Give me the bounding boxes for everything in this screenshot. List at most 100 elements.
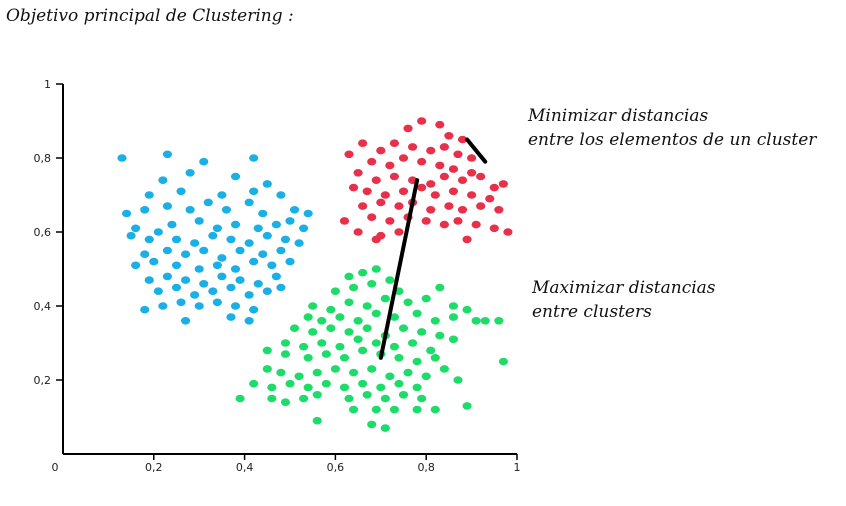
blue-cluster-point <box>212 298 222 307</box>
green-cluster-point <box>389 313 400 321</box>
red-cluster-point <box>353 169 363 177</box>
blue-cluster-point <box>303 209 313 218</box>
blue-cluster-point <box>199 280 209 288</box>
blue-cluster-point <box>230 172 241 181</box>
blue-cluster-point <box>221 206 232 214</box>
blue-cluster-point <box>235 246 245 255</box>
blue-cluster-point <box>140 305 150 314</box>
green-cluster-point <box>348 405 359 414</box>
blue-cluster-point <box>226 283 236 292</box>
blue-cluster-point <box>212 261 222 270</box>
blue-cluster-point <box>258 250 268 258</box>
red-cluster-point <box>344 150 354 159</box>
red-cluster-point <box>444 202 454 210</box>
green-cluster-point <box>362 324 372 333</box>
y-tick-label: 0,4 <box>34 300 52 313</box>
red-cluster-point <box>385 217 395 225</box>
minimize-annotation: Minimizar distancias entre los elementos… <box>528 104 816 152</box>
red-cluster-point <box>430 191 440 199</box>
green-cluster-point <box>367 365 377 373</box>
green-cluster-point <box>380 294 390 303</box>
green-cluster-point <box>435 283 445 292</box>
blue-cluster-point <box>131 224 141 233</box>
green-cluster-point <box>448 335 459 344</box>
green-cluster-point <box>344 394 354 403</box>
red-cluster-point <box>453 217 463 225</box>
red-cluster-point <box>467 169 477 177</box>
green-cluster-point <box>362 391 372 399</box>
red-cluster-point <box>389 139 400 147</box>
green-cluster-point <box>389 342 400 351</box>
red-cluster-point <box>467 154 477 162</box>
green-cluster-point <box>453 376 463 384</box>
red-cluster-point <box>457 135 468 144</box>
blue-cluster-point <box>185 206 195 214</box>
red-cluster-point <box>385 161 395 170</box>
green-cluster-point <box>407 339 418 347</box>
blue-cluster-point <box>244 198 254 207</box>
green-cluster-point <box>462 402 472 410</box>
blue-cluster-point <box>199 246 209 255</box>
red-cluster-point <box>462 235 472 244</box>
red-cluster-point <box>371 235 381 244</box>
x-tick-label: 0,4 <box>236 461 254 474</box>
red-cluster-point <box>453 150 463 159</box>
red-cluster-point <box>367 213 377 221</box>
green-cluster-point <box>380 424 390 432</box>
green-cluster-point <box>421 372 431 381</box>
blue-cluster-point <box>262 287 272 296</box>
green-cluster-point <box>371 265 381 273</box>
x-tick-label: 0 <box>52 461 59 474</box>
blue-cluster-point <box>144 235 154 244</box>
x-tick-label: 1 <box>514 461 521 474</box>
green-cluster-point <box>448 313 459 321</box>
green-cluster-point <box>403 298 413 307</box>
blue-cluster-point <box>144 191 154 199</box>
green-cluster-point <box>439 365 449 373</box>
green-cluster-point <box>412 383 422 392</box>
green-cluster-point <box>308 302 318 310</box>
red-cluster-point <box>380 191 390 199</box>
green-cluster-point <box>335 342 345 351</box>
green-cluster-point <box>412 357 422 366</box>
green-cluster-point <box>344 298 354 307</box>
blue-cluster-point <box>162 202 173 210</box>
green-cluster-point <box>367 280 377 288</box>
red-cluster-point <box>471 220 481 229</box>
minimize-line-2: entre los elementos de un cluster <box>528 130 817 150</box>
green-cluster-point <box>376 383 386 392</box>
blue-cluster-point <box>158 176 168 184</box>
green-cluster-point <box>303 313 313 321</box>
green-cluster-point <box>421 294 431 303</box>
blue-cluster-point <box>217 254 227 262</box>
blue-cluster-point <box>121 209 132 218</box>
green-cluster-point <box>426 346 436 355</box>
green-cluster-point <box>362 302 372 310</box>
blue-cluster-point <box>285 257 295 266</box>
green-cluster-point <box>430 354 440 362</box>
blue-cluster-point <box>294 239 304 247</box>
green-cluster-point <box>389 405 400 414</box>
green-cluster-point <box>448 302 459 310</box>
blue-cluster-point <box>249 154 259 162</box>
red-cluster-point <box>362 187 372 196</box>
red-cluster-point <box>407 143 418 151</box>
blue-cluster-point <box>280 235 291 244</box>
green-cluster-point <box>480 317 490 325</box>
green-cluster-point <box>371 309 381 318</box>
blue-cluster-point <box>203 198 213 207</box>
green-cluster-point <box>312 368 322 377</box>
red-cluster-point <box>417 183 427 192</box>
red-cluster-point <box>457 206 468 214</box>
green-cluster-point <box>303 354 313 362</box>
green-cluster-point <box>494 317 504 325</box>
green-cluster-point <box>276 368 286 377</box>
green-cluster-point <box>299 394 309 403</box>
green-cluster-point <box>348 368 359 377</box>
blue-cluster-point <box>285 217 295 225</box>
red-cluster-point <box>476 172 486 181</box>
blue-cluster-point <box>226 235 236 244</box>
blue-cluster-point <box>162 272 173 281</box>
green-cluster-point <box>262 346 272 355</box>
maximize-line-2: entre clusters <box>532 302 652 322</box>
